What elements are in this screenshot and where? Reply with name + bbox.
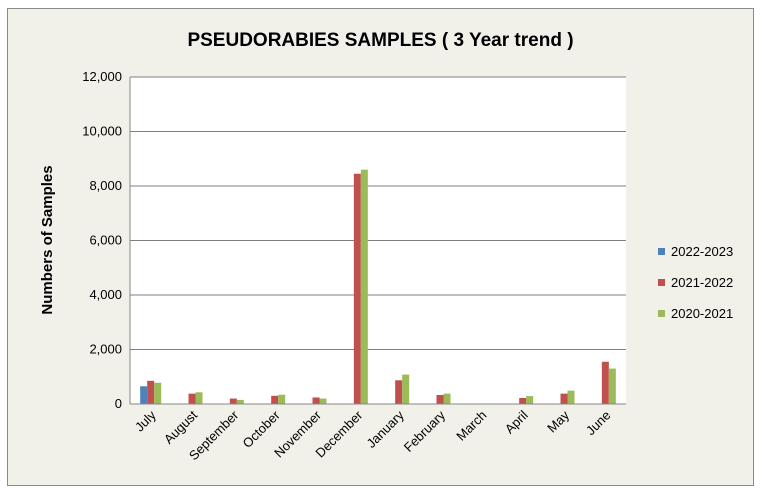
bar-2020-2021-December	[360, 169, 368, 404]
y-axis-label: Numbers of Samples	[39, 165, 56, 314]
bar-2021-2022-February	[436, 395, 444, 404]
chart-title: PSEUDORABIES SAMPLES ( 3 Year trend )	[187, 30, 574, 51]
y-tick-label: 6,000	[89, 233, 122, 248]
y-tick-labels: 0 2,000 4,000 6,000 8,000 10,000 12,000	[82, 69, 122, 411]
legend-swatch	[658, 279, 665, 286]
x-tick-label: May	[544, 407, 572, 435]
bar-2020-2021-November	[319, 398, 327, 404]
y-tick-label: 8,000	[89, 178, 122, 193]
x-tick-label: June	[583, 408, 614, 439]
bar-2021-2022-June	[601, 361, 609, 404]
bar-2021-2022-August	[188, 393, 196, 404]
legend-label: 2022-2023	[671, 244, 734, 259]
bar-2020-2021-May	[567, 390, 575, 404]
bar-2021-2022-December	[353, 173, 361, 404]
bar-2021-2022-October	[271, 395, 279, 404]
legend-item: 2020-2021	[658, 298, 733, 329]
x-tick-label: April	[502, 407, 531, 436]
y-tick-label: 12,000	[82, 69, 122, 84]
bar-2020-2021-October	[278, 394, 286, 404]
bar-2021-2022-April	[519, 398, 527, 404]
x-tick-label: February	[401, 407, 449, 455]
y-tick-label: 10,000	[82, 124, 122, 139]
bar-2020-2021-April	[526, 396, 534, 404]
bar-2020-2021-September	[236, 399, 244, 404]
legend-swatch	[658, 310, 665, 317]
gridlines	[130, 76, 626, 350]
y-tick-label: 2,000	[89, 342, 122, 357]
bar-2020-2021-August	[195, 392, 203, 404]
legend: 2022-2023 2021-2022 2020-2021	[658, 236, 733, 329]
bar-2020-2021-January	[402, 374, 410, 404]
x-tick-label: July	[132, 407, 159, 434]
legend-label: 2021-2022	[671, 275, 734, 290]
x-tick-label: August	[161, 407, 200, 446]
bar-2021-2022-September	[229, 398, 237, 404]
bar-2020-2021-June	[608, 368, 616, 404]
bars	[140, 169, 616, 404]
y-tick-label: 0	[115, 396, 122, 411]
x-tick-label: March	[453, 408, 489, 444]
legend-swatch	[658, 248, 665, 255]
bar-2020-2021-July	[154, 382, 162, 404]
bar-2021-2022-May	[560, 393, 568, 404]
bar-2021-2022-July	[147, 380, 155, 404]
bar-2020-2021-February	[443, 393, 451, 404]
bar-2022-2023-July	[140, 386, 148, 404]
legend-item: 2022-2023	[658, 236, 733, 267]
legend-label: 2020-2021	[671, 306, 734, 321]
bar-2021-2022-November	[312, 397, 320, 404]
legend-item: 2021-2022	[658, 267, 733, 298]
y-tick-label: 4,000	[89, 287, 122, 302]
x-tick-labels: July AugustSeptemberOctoberNovemberDecemb…	[132, 407, 614, 463]
bar-2021-2022-January	[395, 380, 403, 404]
